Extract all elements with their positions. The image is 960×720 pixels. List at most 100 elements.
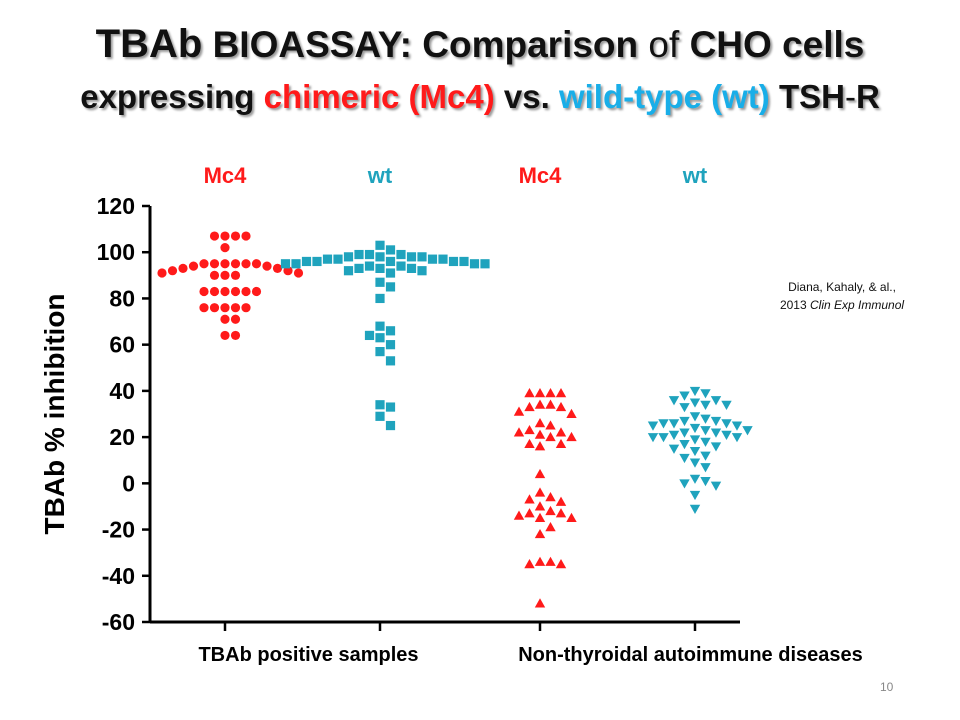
data-point [333,254,343,264]
data-point [375,333,385,343]
data-point [524,494,535,504]
data-point [710,442,722,452]
data-point [513,427,525,437]
data-point [679,440,690,450]
data-point [679,479,690,489]
data-point [312,256,322,267]
data-point [689,490,701,501]
y-tick-label: 100 [97,239,135,265]
data-point [293,268,304,278]
data-point [375,263,385,273]
data-point [524,438,535,449]
data-point [385,420,396,431]
series-header-wt: wt [367,163,393,188]
y-tick-label: 120 [97,193,135,219]
data-point [689,458,701,468]
citation-source: 2013 Clin Exp Immunol [742,296,942,314]
data-point [301,256,312,267]
data-point [343,266,354,276]
data-point [375,293,385,304]
title-of: of [648,24,680,65]
data-point [220,243,230,253]
data-point [209,286,220,297]
y-tick-label: -20 [102,517,135,543]
data-point [385,245,396,255]
title-comparison: Comparison [422,24,639,65]
data-point [534,598,546,608]
title-chimeric: chimeric (Mc4) [263,78,495,115]
data-point [534,556,546,566]
data-point [524,401,535,412]
data-point [396,249,406,260]
citation-year: 2013 [779,298,807,312]
data-point [721,400,732,410]
data-point [534,399,546,409]
data-point [689,446,701,457]
data-point [689,435,701,445]
data-point [700,437,711,447]
data-point [545,556,556,566]
data-point [700,389,711,399]
data-point [731,421,743,431]
y-tick-label: 20 [109,424,135,450]
data-point [679,391,690,401]
data-point [534,418,546,428]
data-point [545,492,556,502]
y-tick-label: 80 [109,285,135,311]
data-point [375,347,385,357]
data-point [241,286,251,297]
data-point [209,303,220,313]
data-point [385,268,396,278]
data-point [555,438,567,449]
data-point [658,419,669,429]
data-point [364,330,375,341]
data-point [689,398,701,408]
data-point [480,259,490,269]
data-point [689,423,701,434]
data-point [647,433,659,443]
data-point [534,388,546,398]
data-point [354,249,364,260]
page-number: 10 [880,680,894,694]
data-point [534,441,546,451]
data-point [534,487,546,497]
title-bioassay: BIOASSAY: [212,24,412,65]
x-group-label: Non-thyroidal autoimmune diseases [518,644,863,666]
citation-authors: Diana, Kahaly, & al., [788,280,896,294]
series-header-wt: wt [682,163,708,188]
chart-marks [157,231,753,608]
data-point [199,303,209,313]
data-point [385,402,396,412]
data-point [566,512,577,522]
data-point [220,314,230,324]
title-cho: CHO cells [689,24,865,65]
title-tsh: TSH [778,78,845,115]
data-point [721,430,732,440]
title-wildtype: wild-type (wt) [558,78,770,115]
data-point [679,453,690,464]
data-point [241,231,251,241]
data-point [241,259,251,269]
data-point [566,408,577,418]
data-point [710,428,722,438]
chart-axes: 120 100 80 60 40 20 0 -20 -40 -60 TBAb % inhibitio… [39,163,863,666]
data-point [469,259,480,269]
data-point [534,512,546,522]
data-point [545,420,556,430]
data-point [700,426,711,436]
data-point [157,268,167,278]
data-point [721,419,732,429]
data-point [220,259,230,269]
data-point [555,496,567,506]
data-point [417,266,427,276]
data-point [700,463,711,473]
data-point [438,254,448,264]
data-point [700,414,711,424]
data-point [689,474,701,484]
data-point [524,508,535,518]
data-point [647,421,659,431]
y-axis-label: TBAb % inhibition [39,293,70,534]
data-point [385,282,396,292]
data-point [406,252,417,262]
